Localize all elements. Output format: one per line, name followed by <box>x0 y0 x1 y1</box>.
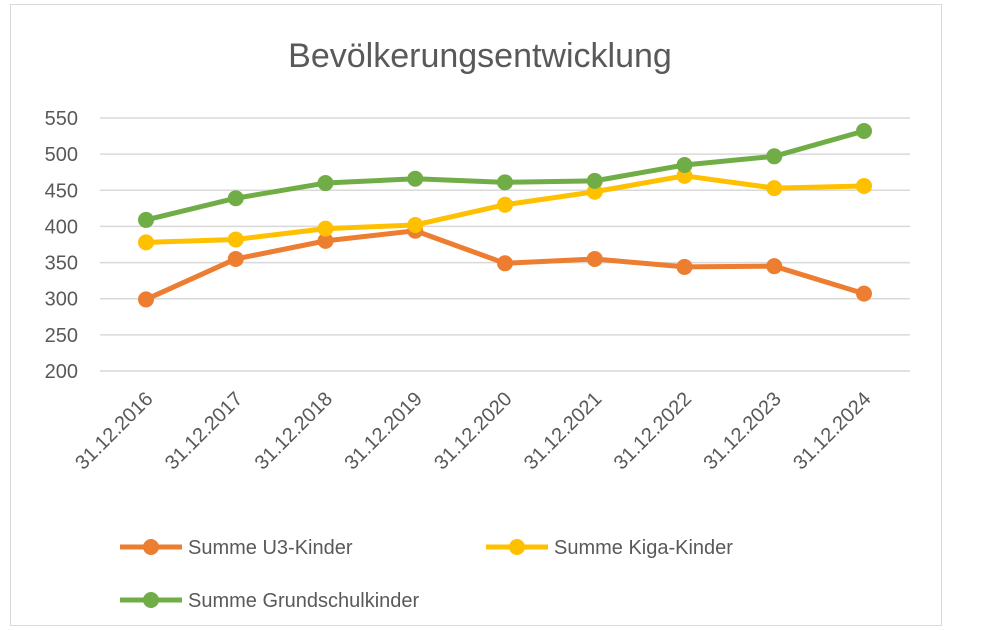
x-tick-label: 31.12.2017 <box>161 388 247 474</box>
data-point <box>586 172 603 189</box>
legend-label: Summe Grundschulkinder <box>188 590 420 612</box>
data-point <box>497 174 513 191</box>
legend-item: Summe Grundschulkinder <box>120 590 420 612</box>
chart-title: Bevölkerungsentwicklung <box>288 37 672 75</box>
data-point <box>856 285 872 302</box>
data-point <box>586 250 603 267</box>
y-tick-label: 300 <box>45 289 78 311</box>
data-point <box>766 148 783 165</box>
series-line <box>138 222 872 308</box>
legend-item: Summe U3-Kinder <box>120 537 353 559</box>
data-point <box>497 196 513 213</box>
data-point <box>317 175 334 192</box>
y-tick-label: 350 <box>45 253 78 275</box>
data-point <box>856 123 872 140</box>
legend-marker <box>143 539 159 555</box>
legend-label: Summe Kiga-Kinder <box>554 537 733 559</box>
y-tick-label: 250 <box>45 325 78 347</box>
series-line <box>138 123 872 228</box>
data-point <box>497 255 513 272</box>
x-tick-label: 31.12.2019 <box>340 388 426 474</box>
chart-frame <box>10 4 942 626</box>
data-point <box>766 258 783 275</box>
data-point <box>317 220 334 237</box>
y-axis-ticks: 200 250 300 350 400 450 500 550 <box>45 108 78 383</box>
y-tick-label: 200 <box>45 361 78 383</box>
y-tick-label: 500 <box>45 144 78 166</box>
x-tick-label: 31.12.2021 <box>520 388 606 474</box>
data-point <box>407 216 424 233</box>
series-line <box>138 167 872 251</box>
y-tick-label: 400 <box>45 216 78 238</box>
data-point <box>138 211 154 228</box>
x-tick-label: 31.12.2018 <box>251 388 337 474</box>
x-tick-label: 31.12.2024 <box>789 388 875 474</box>
data-point <box>138 234 154 251</box>
data-point <box>856 177 872 194</box>
data-point <box>227 250 244 267</box>
data-point <box>676 156 693 173</box>
x-tick-label: 31.12.2022 <box>610 388 696 474</box>
data-point <box>227 190 244 207</box>
y-tick-label: 450 <box>45 180 78 202</box>
x-tick-label: 31.12.2016 <box>71 388 157 474</box>
data-point <box>407 170 424 187</box>
data-point <box>676 258 693 275</box>
legend-label: Summe U3-Kinder <box>188 537 353 559</box>
legend: Summe U3-Kinder Summe Kiga-Kinder Summe Gr… <box>120 537 733 612</box>
data-point <box>317 232 334 249</box>
y-tick-label: 550 <box>45 108 78 130</box>
series-group <box>138 123 872 308</box>
data-point <box>766 180 783 197</box>
legend-marker <box>509 539 525 555</box>
gridlines <box>100 117 910 372</box>
data-point <box>227 231 244 248</box>
x-tick-label: 31.12.2023 <box>699 388 785 474</box>
data-point <box>138 291 154 308</box>
legend-marker <box>143 592 159 608</box>
x-tick-label: 31.12.2020 <box>430 388 516 474</box>
legend-item: Summe Kiga-Kinder <box>486 537 733 559</box>
x-axis-ticks: 31.12.2016 31.12.2017 31.12.2018 31.12.2019… <box>71 388 875 474</box>
